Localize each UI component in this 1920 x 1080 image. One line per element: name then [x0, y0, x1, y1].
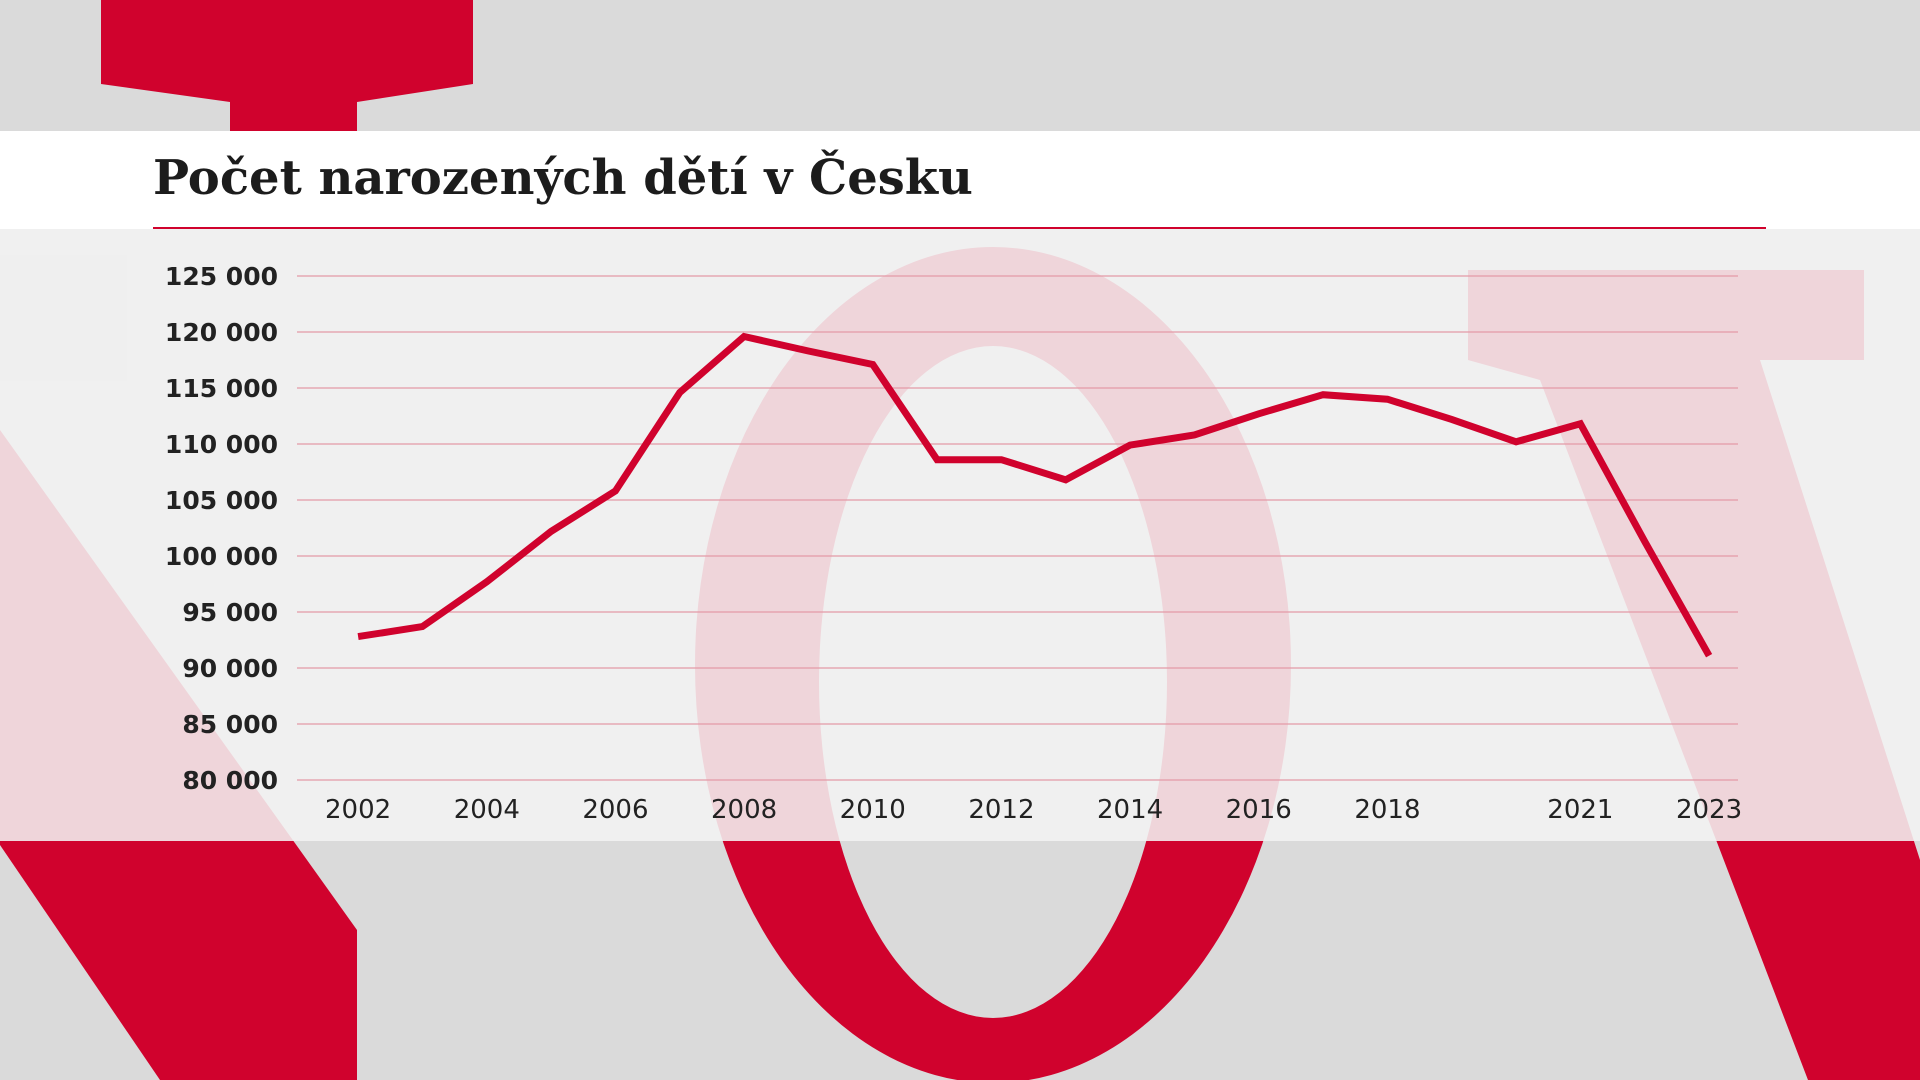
y-tick-label: 95 000 — [182, 598, 278, 627]
y-tick-label: 105 000 — [165, 486, 278, 515]
chart-title: Počet narozených dětí v Česku — [153, 150, 973, 206]
background-red-shape-top — [101, 0, 473, 131]
x-tick-label: 2016 — [1226, 795, 1292, 825]
x-tick-label: 2010 — [840, 795, 906, 825]
plot-panel — [0, 229, 1920, 841]
x-tick-label: 2004 — [454, 795, 520, 825]
y-tick-label: 125 000 — [165, 262, 278, 291]
y-tick-label: 100 000 — [165, 542, 278, 571]
series-layer — [357, 332, 1713, 658]
y-tick-label: 90 000 — [182, 654, 278, 683]
y-tick-label: 80 000 — [182, 766, 278, 795]
y-axis-tick-labels: 80 000 85 000 90 000 95 000 100 000 105 000 11… — [165, 262, 278, 795]
x-tick-label: 2018 — [1354, 795, 1420, 825]
y-tick-label: 115 000 — [165, 374, 278, 403]
x-tick-label: 2014 — [1097, 795, 1163, 825]
y-tick-label: 85 000 — [182, 710, 278, 739]
title-band — [0, 131, 1920, 229]
x-axis-tick-labels: 2002 2004 2006 2008 2010 2012 2014 2016 2018 2021… — [325, 795, 1742, 825]
y-tick-label: 120 000 — [165, 318, 278, 347]
x-tick-label: 2023 — [1676, 795, 1742, 825]
y-tick-label: 110 000 — [165, 430, 278, 459]
title-rule — [153, 227, 1766, 229]
x-tick-label: 2021 — [1547, 795, 1613, 825]
gridlines — [297, 275, 1738, 781]
x-tick-label: 2008 — [711, 795, 777, 825]
series-line — [357, 332, 1713, 658]
x-tick-label: 2002 — [325, 795, 391, 825]
x-tick-label: 2012 — [968, 795, 1034, 825]
x-tick-label: 2006 — [582, 795, 648, 825]
